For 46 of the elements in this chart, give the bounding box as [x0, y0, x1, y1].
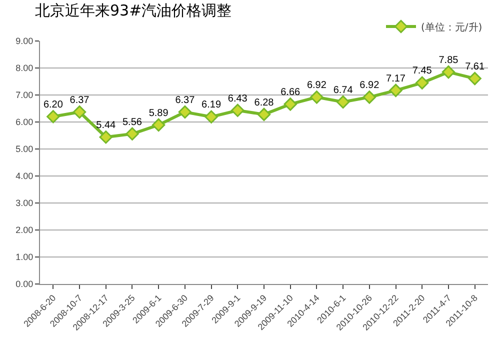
y-tick-label: 4.00 [16, 171, 34, 182]
point [442, 65, 456, 79]
point [257, 108, 271, 122]
data-label: 6.28 [254, 97, 274, 108]
y-tick-label: 3.00 [16, 198, 34, 208]
data-label: 6.92 [360, 80, 380, 92]
data-label: 6.37 [70, 94, 90, 106]
data-label: 6.74 [333, 84, 354, 96]
point [99, 130, 112, 144]
point [310, 90, 324, 104]
data-label: 7.85 [438, 54, 459, 66]
point [416, 76, 429, 90]
data-label: 6.66 [280, 87, 301, 98]
point [126, 127, 139, 140]
y-tick-label: 0.00 [16, 279, 34, 290]
data-label: 5.89 [148, 108, 169, 119]
data-label: 5.44 [96, 120, 116, 131]
data-label: 7.45 [412, 66, 432, 77]
point [152, 118, 166, 132]
point [46, 110, 60, 124]
data-label: 6.37 [175, 94, 196, 106]
data-label: 6.43 [228, 93, 248, 104]
y-tick-label: 6.00 [16, 117, 34, 128]
y-tick-label: 2.00 [16, 225, 34, 236]
y-tick-label: 1.00 [16, 252, 34, 262]
data-label: 5.56 [122, 116, 142, 128]
point [284, 98, 297, 111]
y-tick-label: 8.00 [16, 63, 34, 74]
chart-title: 北京近年来93#汽油价格调整 [35, 2, 232, 20]
data-label: 6.19 [202, 100, 222, 111]
legend-label: (单位：元/升) [421, 21, 482, 34]
data-label: 7.61 [465, 61, 485, 72]
point [468, 72, 482, 86]
point [178, 105, 192, 119]
y-tick-label: 7.00 [16, 90, 34, 100]
y-tick-label: 5.00 [16, 144, 34, 154]
data-label: 6.92 [306, 80, 327, 92]
data-label: 7.17 [386, 73, 406, 84]
point [204, 110, 218, 124]
point [362, 90, 376, 104]
point [72, 105, 86, 119]
point [231, 104, 244, 117]
point [336, 95, 350, 109]
data-label: 6.20 [43, 99, 64, 110]
y-tick-label: 9.00 [16, 36, 34, 46]
point [389, 84, 402, 98]
